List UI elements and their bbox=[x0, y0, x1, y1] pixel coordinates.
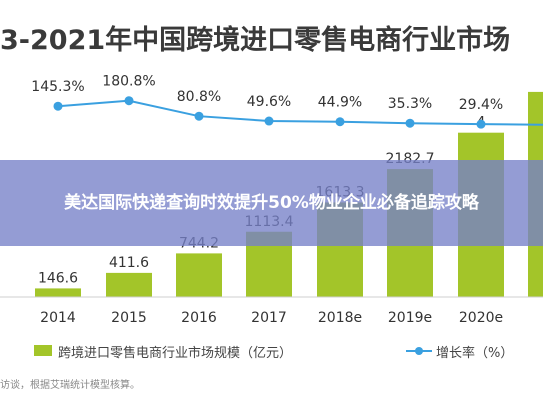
growth-point-2020e bbox=[476, 119, 486, 129]
source-note: 访谈，根据艾瑞统计模型核算。 bbox=[0, 380, 140, 391]
growth-point-2015 bbox=[124, 96, 134, 106]
bar-2016 bbox=[176, 253, 222, 297]
x-tick-2020e: 2020e bbox=[459, 310, 503, 326]
growth-label-2016: 80.8% bbox=[177, 89, 221, 105]
growth-label-2015: 180.8% bbox=[102, 74, 155, 90]
chart-title: 3-2021年中国跨境进口零售电商行业市场 bbox=[0, 25, 511, 56]
legend-bar-swatch bbox=[34, 345, 52, 356]
legend-line-label: 增长率（%） bbox=[436, 346, 514, 361]
growth-point-2014 bbox=[53, 101, 63, 111]
x-tick-2019e: 2019e bbox=[388, 310, 432, 326]
promo-overlay-text: 美达国际快递查询时效提升50%物业企业必备追踪攻略 bbox=[64, 193, 479, 213]
bar-2014 bbox=[35, 288, 81, 297]
chart-legend: 跨境进口零售电商行业市场规模（亿元） 增长率（%） bbox=[0, 341, 543, 361]
legend-bar-label: 跨境进口零售电商行业市场规模（亿元） bbox=[58, 346, 293, 361]
growth-label-2020e: 29.4% bbox=[459, 97, 503, 113]
legend-line-swatch bbox=[406, 347, 432, 355]
growth-line bbox=[57, 99, 543, 126]
bar-2015 bbox=[106, 272, 152, 297]
x-tick-2015: 2015 bbox=[111, 310, 147, 326]
growth-point-2018e bbox=[335, 117, 345, 127]
growth-point-2019e bbox=[405, 118, 415, 128]
x-tick-2017: 2017 bbox=[251, 310, 287, 326]
x-tick-2016: 2016 bbox=[181, 310, 217, 326]
promo-overlay-banner[interactable]: 美达国际快递查询时效提升50%物业企业必备追踪攻略 bbox=[0, 160, 543, 246]
growth-label-2017: 49.6% bbox=[247, 94, 291, 110]
x-tick-2014: 2014 bbox=[40, 310, 76, 326]
bar-label-2014: 146.6 bbox=[38, 270, 78, 286]
growth-point-2016 bbox=[194, 111, 204, 121]
growth-label-2014: 145.3% bbox=[31, 79, 84, 95]
growth-label-2018e: 44.9% bbox=[318, 95, 362, 111]
bar-label-2015: 411.6 bbox=[109, 255, 149, 271]
x-tick-2018e: 2018e bbox=[318, 310, 362, 326]
growth-point-2017 bbox=[264, 116, 274, 126]
growth-label-2019e: 35.3% bbox=[388, 96, 432, 112]
